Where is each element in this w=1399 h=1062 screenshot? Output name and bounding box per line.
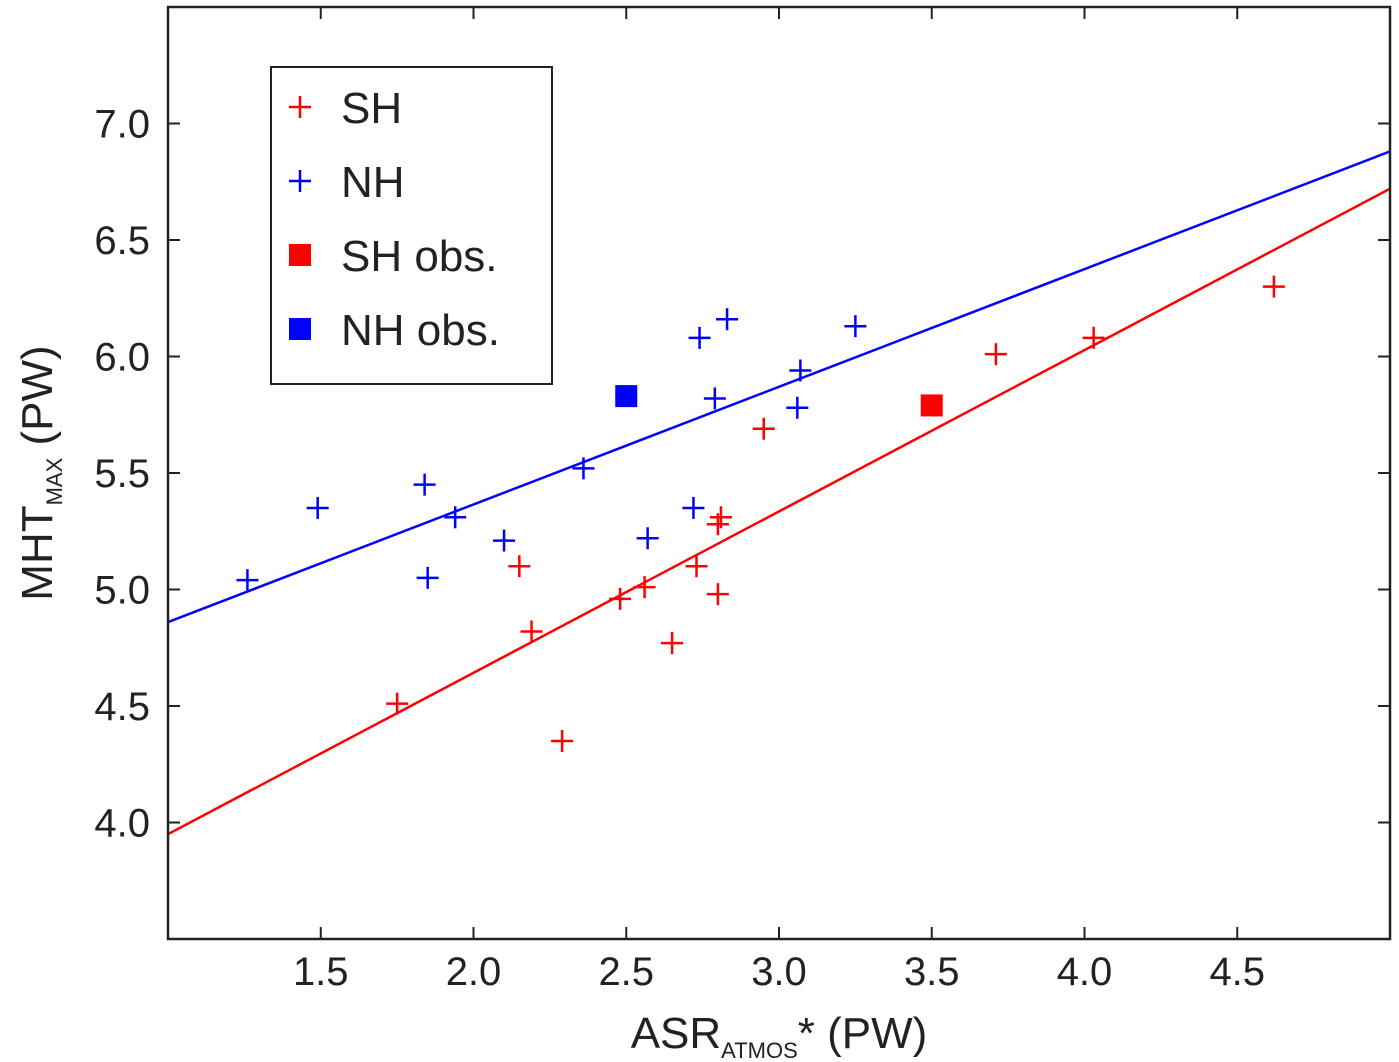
axis-labels: ASRATMOS* (PW) MHTMAX (PW) (13, 345, 927, 1062)
point-nh-3 (416, 566, 439, 589)
point-sh-14 (1262, 275, 1285, 298)
x-tick-label-4: 3.5 (904, 950, 960, 994)
axes: 1.5 2.0 2.5 3.0 3.5 4.0 4.5 4.0 4.5 5.0 5.5 6.0 6.5 7… (94, 5, 1392, 994)
x-tick-label-0: 1.5 (293, 950, 349, 994)
point-nh-1 (306, 496, 329, 519)
point-sh-3 (551, 729, 574, 752)
x-axis-label: ASRATMOS* (PW) (631, 1009, 928, 1062)
point-nh-6 (572, 457, 595, 480)
point-sh-8 (706, 583, 729, 606)
legend-entry-nh-obs-label: NH obs. (341, 306, 500, 355)
point-nh-5 (493, 529, 516, 552)
x-axis-label-suffix: * (PW) (798, 1009, 928, 1058)
y-axis-label-main: MHT (13, 505, 62, 600)
x-tick-label-3: 3.0 (751, 950, 807, 994)
point-nh-10 (703, 387, 726, 410)
x-tick-label-5: 4.0 (1057, 950, 1113, 994)
point-nh-2 (413, 473, 436, 496)
y-tick-label-4: 6.0 (94, 336, 150, 380)
y-tick-label-3: 5.5 (94, 452, 150, 496)
point-nh-obs-0 (615, 385, 638, 408)
point-sh-5 (633, 576, 656, 599)
point-sh-obs-0 (920, 394, 943, 417)
y-tick-label-0: 4.0 (94, 802, 150, 846)
point-sh-0 (386, 692, 409, 715)
legend: SH NH SH obs. NH obs. (270, 66, 553, 385)
legend-entry-sh-marker (289, 96, 311, 118)
fit-lines (168, 150, 1390, 836)
legend-entry-sh-obs-label: SH obs. (341, 232, 498, 281)
point-nh-7 (636, 527, 659, 550)
point-sh-4 (609, 587, 632, 610)
fit-line-sh (168, 187, 1390, 836)
point-sh-7 (685, 555, 708, 578)
y-tick-label-6: 7.0 (94, 103, 150, 147)
legend-entry-nh-marker (289, 170, 311, 192)
data-points (236, 275, 1285, 752)
legend-box (270, 66, 553, 385)
point-sh-6 (661, 632, 684, 655)
point-sh-1 (508, 555, 531, 578)
point-nh-4 (444, 506, 467, 529)
point-sh-10 (709, 506, 732, 529)
point-sh-13 (1082, 326, 1105, 349)
y-axis-label-suffix: (PW) (13, 345, 62, 457)
fit-line-nh (168, 150, 1390, 624)
x-axis-label-sub: ATMOS (721, 1038, 798, 1062)
legend-entry-sh-label: SH (341, 84, 402, 133)
point-nh-11 (716, 308, 739, 331)
x-tick-label-1: 2.0 (446, 950, 502, 994)
legend-entry-nh-label: NH (341, 158, 405, 207)
legend-entry-nh-obs-marker (289, 318, 311, 340)
point-sh-2 (520, 620, 543, 643)
x-tick-label-6: 4.5 (1209, 950, 1265, 994)
point-nh-9 (688, 326, 711, 349)
point-nh-14 (844, 315, 867, 338)
point-sh-11 (752, 417, 775, 440)
x-tick-label-2: 2.5 (598, 950, 654, 994)
point-sh-12 (984, 343, 1007, 366)
y-tick-label-5: 6.5 (94, 219, 150, 263)
x-axis-label-main: ASR (631, 1009, 721, 1058)
y-tick-label-1: 4.5 (94, 685, 150, 729)
y-axis-label-sub: MAX (42, 457, 67, 505)
y-axis-label: MHTMAX (PW) (13, 345, 67, 600)
y-tick-label-2: 5.0 (94, 569, 150, 613)
point-nh-13 (789, 359, 812, 382)
legend-entry-sh-obs-marker (289, 244, 311, 266)
point-nh-8 (682, 496, 705, 519)
point-nh-0 (236, 569, 259, 592)
point-nh-12 (786, 396, 809, 419)
